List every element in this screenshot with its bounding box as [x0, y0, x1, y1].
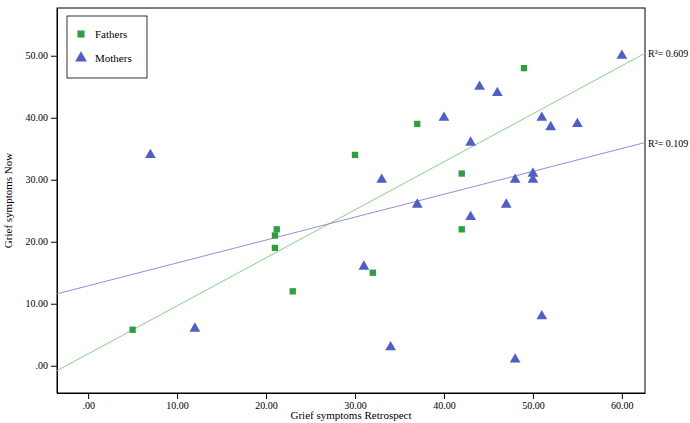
x-axis-line: [58, 393, 646, 394]
y-tick-label: 20.00: [26, 236, 49, 247]
point: [459, 170, 465, 176]
point: [536, 112, 547, 121]
y-tick-label: .00: [36, 360, 49, 371]
point: [459, 226, 465, 232]
y-tick: 20.00: [26, 236, 58, 247]
x-tick: 50.00: [522, 393, 545, 411]
y-tick-label: 30.00: [26, 174, 49, 185]
x-tick-mark: [88, 393, 89, 399]
plot-frame: [57, 8, 645, 393]
plot: .00 10.00 20.00 30.00 40.00 50.00 60.00 .00 10.0…: [26, 8, 646, 411]
x-tick-label: 10.00: [166, 400, 189, 411]
y-tick-mark: [51, 180, 57, 181]
x-tick: .00: [82, 393, 95, 411]
point: [414, 121, 420, 127]
point: [465, 211, 476, 220]
x-tick-label: 40.00: [433, 400, 456, 411]
y-tick: .00: [36, 360, 58, 371]
point: [492, 87, 503, 96]
x-tick: 40.00: [433, 393, 456, 411]
y-tick-mark: [51, 366, 57, 367]
y-tick-label: 50.00: [26, 50, 49, 61]
point: [274, 226, 280, 232]
y-tick-label: 40.00: [26, 112, 49, 123]
point: [474, 81, 485, 90]
marks: [57, 50, 645, 371]
legend-box: [67, 16, 147, 78]
y-tick-label: 10.00: [26, 298, 49, 309]
point: [272, 245, 278, 251]
y-tick: 50.00: [26, 50, 58, 61]
point: [536, 310, 547, 319]
x-tick-mark: [533, 393, 534, 399]
point: [501, 198, 512, 207]
x-tick-label: .00: [82, 400, 95, 411]
x-tick: 10.00: [166, 393, 189, 411]
y-axis-line: [57, 9, 58, 394]
legend-symbol: [75, 51, 87, 61]
point: [359, 260, 370, 269]
x-axis-title: Grief symptoms Retrospect: [291, 409, 412, 421]
y-tick: 40.00: [26, 112, 58, 123]
point: [572, 118, 583, 127]
y-tick-mark: [51, 118, 57, 119]
x-tick: 60.00: [611, 393, 634, 411]
point: [545, 121, 556, 130]
fit-label: R²= 0.609: [648, 48, 688, 59]
y-tick-mark: [51, 304, 57, 305]
point: [352, 152, 358, 158]
x-tick-mark: [622, 393, 623, 399]
y-tick-mark: [51, 242, 57, 243]
fit-line: [57, 143, 645, 294]
y-axis-title: Grief symptoms Now: [2, 153, 14, 248]
point: [510, 174, 521, 183]
x-tick-label: 20.00: [255, 400, 278, 411]
x-tick-label: 60.00: [611, 400, 634, 411]
legend-label: Fathers: [95, 28, 127, 40]
point: [370, 270, 376, 276]
point: [129, 327, 135, 333]
point: [272, 232, 278, 238]
x-tick-mark: [266, 393, 267, 399]
point: [521, 65, 527, 71]
point: [510, 353, 521, 362]
y-tick-mark: [51, 56, 57, 57]
x-tick-mark: [355, 393, 356, 399]
point: [145, 149, 156, 158]
point: [616, 50, 627, 59]
fit-label: R²= 0.109: [648, 138, 688, 149]
y-tick: 30.00: [26, 174, 58, 185]
point: [190, 322, 201, 331]
point: [385, 341, 396, 350]
point: [412, 198, 423, 207]
y-axis: .00 10.00 20.00 30.00 40.00 50.00: [26, 9, 58, 394]
legend-label: Mothers: [95, 52, 132, 64]
legend: Fathers Mothers: [67, 16, 147, 78]
x-tick-mark: [444, 393, 445, 399]
point: [290, 288, 296, 294]
point: [465, 136, 476, 145]
x-tick: 20.00: [255, 393, 278, 411]
point: [376, 174, 387, 183]
fit-line: [57, 53, 645, 370]
x-tick-label: 50.00: [522, 400, 545, 411]
y-tick: 10.00: [26, 298, 58, 309]
point: [439, 112, 450, 121]
chart: .00 10.00 20.00 30.00 40.00 50.00 60.00 .00 10.0…: [0, 0, 690, 423]
x-tick-mark: [177, 393, 178, 399]
point: [528, 174, 539, 183]
legend-symbol: [77, 30, 84, 37]
